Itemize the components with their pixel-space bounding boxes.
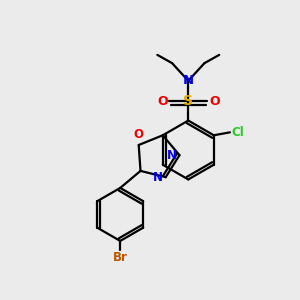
- Text: Cl: Cl: [231, 126, 244, 139]
- Text: N: N: [167, 149, 177, 162]
- Text: S: S: [183, 94, 193, 108]
- Text: N: N: [183, 74, 194, 87]
- Text: N: N: [153, 171, 164, 184]
- Text: Br: Br: [113, 251, 128, 264]
- Text: O: O: [134, 128, 144, 142]
- Text: O: O: [157, 95, 168, 108]
- Text: O: O: [209, 95, 220, 108]
